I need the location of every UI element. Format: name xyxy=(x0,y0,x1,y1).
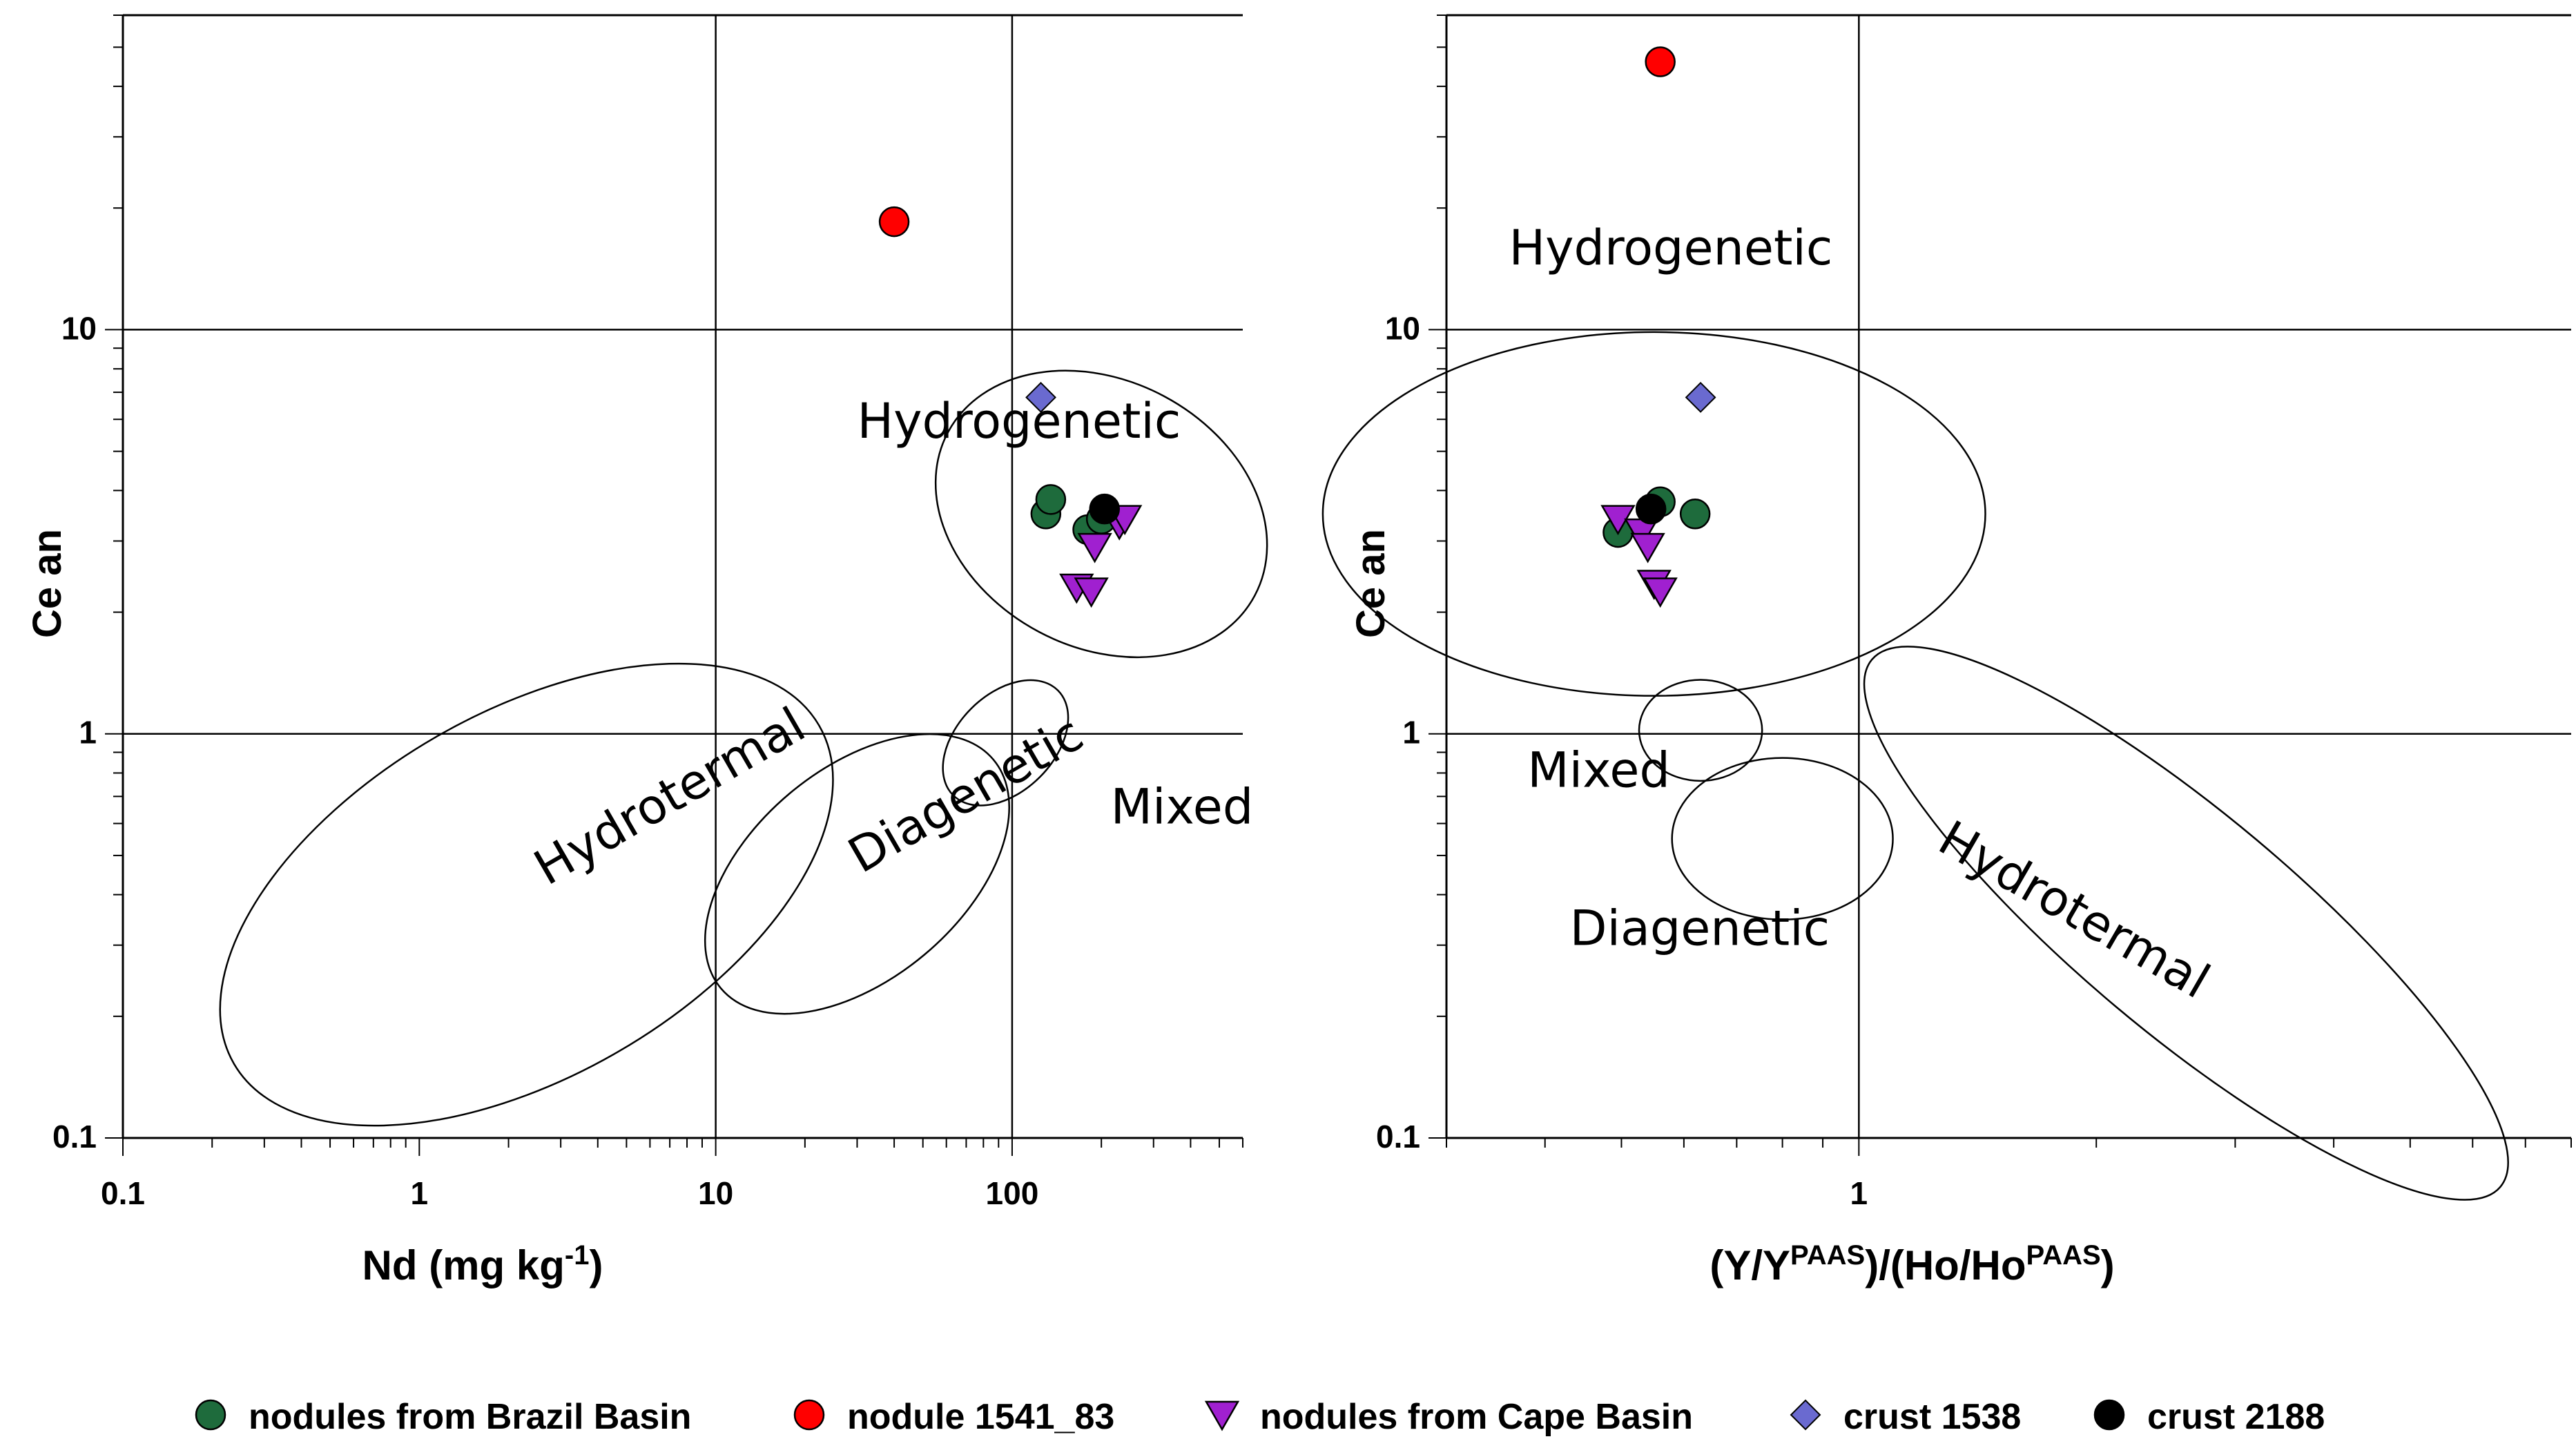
right-point-nodule_1541-0 xyxy=(1645,46,1676,77)
legend-marker-crust_1538 xyxy=(1790,1399,1821,1431)
left-x-axis-title: Nd (mg kg-1) xyxy=(362,1240,603,1288)
left-field-ellipse-hydrogenetic xyxy=(934,369,1268,659)
right-field-ellipse-diagenetic xyxy=(1671,757,1894,920)
left-ytick-label: 0.1 xyxy=(52,1119,97,1155)
right-field-ellipse-hydrogenetic xyxy=(1321,331,1986,697)
left-field-label-diagenetic: Diagenetic xyxy=(839,705,1092,884)
legend-label-nodule_1541: nodule 1541_83 xyxy=(847,1397,1114,1437)
legend-label-crust_2188: crust 2188 xyxy=(2147,1397,2325,1437)
left-point-brazil-1 xyxy=(1035,484,1067,515)
right-ytick-label: 1 xyxy=(1402,715,1420,751)
right-point-cape-4 xyxy=(1643,577,1678,608)
left-xtick-label: 10 xyxy=(698,1175,733,1211)
left-panel-nd-vs-ce: 0.1 1 10 0.1 1 10 100 Hydrogenetic Hydrotermal Di… xyxy=(25,14,1268,1288)
left-point-crust_1538-0 xyxy=(1025,382,1056,413)
right-field-ellipse-hydrotermal xyxy=(1863,646,2509,1201)
left-point-crust_2188-0 xyxy=(1089,493,1121,525)
right-y-axis-title: Ce an xyxy=(1348,529,1393,638)
right-field-ellipse-mixed xyxy=(1638,679,1763,782)
right-xtick-label: 1 xyxy=(1850,1175,1868,1211)
left-xtick-label: 0.1 xyxy=(101,1175,145,1211)
legend-marker-nodule_1541 xyxy=(793,1399,825,1431)
left-xtick-label: 1 xyxy=(411,1175,429,1211)
right-field-label-diagenetic: Diagenetic xyxy=(1570,900,1830,957)
left-field-label-mixed: Mixed xyxy=(1111,779,1254,836)
right-field-label-mixed: Mixed xyxy=(1527,742,1670,798)
left-ytick-label: 10 xyxy=(61,310,97,346)
right-ytick-label: 10 xyxy=(1385,310,1420,346)
right-point-cape-2 xyxy=(1630,532,1665,563)
left-point-cape-4 xyxy=(1074,577,1109,608)
legend: nodules from Brazil Basin nodule 1541_83 n… xyxy=(195,1397,2325,1437)
legend-label-brazil: nodules from Brazil Basin xyxy=(249,1397,691,1437)
left-point-nodule_1541-0 xyxy=(878,206,910,238)
left-y-axis-title: Ce an xyxy=(25,529,70,638)
left-field-ellipse-diagenetic xyxy=(704,733,1010,1015)
right-point-crust_1538-0 xyxy=(1685,382,1716,413)
left-field-ellipse-hydrotermal xyxy=(219,662,834,1127)
left-xtick-label: 100 xyxy=(986,1175,1039,1211)
right-field-label-hydrotermal: Hydrotermal xyxy=(1930,810,2220,1010)
left-ytick-label: 1 xyxy=(79,715,97,751)
left-point-cape-0 xyxy=(1077,532,1112,563)
left-field-ellipse-mixed xyxy=(942,679,1069,807)
left-field-label-hydrogenetic: Hydrogenetic xyxy=(857,393,1181,450)
legend-label-cape: nodules from Cape Basin xyxy=(1260,1397,1693,1437)
legend-label-crust_1538: crust 1538 xyxy=(1843,1397,2021,1437)
right-point-crust_2188-0 xyxy=(1635,493,1667,525)
right-ytick-label: 0.1 xyxy=(1376,1119,1420,1155)
left-field-label-hydrotermal: Hydrotermal xyxy=(525,696,815,896)
legend-marker-crust_2188 xyxy=(2093,1399,2125,1431)
right-x-axis-title: (Y/YPAAS)/(Ho/HoPAAS) xyxy=(1710,1240,2114,1288)
right-point-brazil-2 xyxy=(1679,499,1711,530)
right-field-label-hydrogenetic: Hydrogenetic xyxy=(1509,220,1832,276)
right-panel-yho-vs-ce: 0.1 1 10 1 Hydrogenetic Mixed Hydrotermal Diage… xyxy=(1321,14,2572,1288)
legend-marker-cape xyxy=(1204,1400,1240,1431)
legend-marker-brazil xyxy=(195,1399,226,1431)
